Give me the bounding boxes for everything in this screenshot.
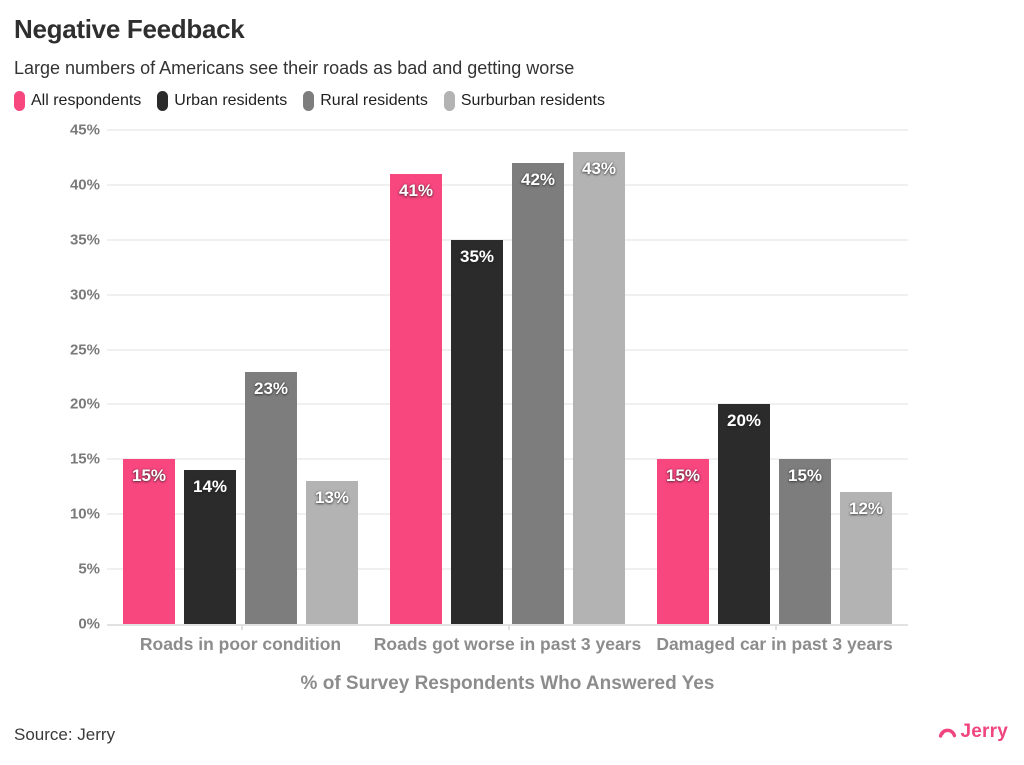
bar: 41% — [390, 173, 442, 624]
legend-label: Surburban residents — [460, 92, 605, 109]
gridline — [107, 238, 908, 241]
gridline — [107, 348, 908, 351]
bar: 43% — [573, 151, 625, 624]
gridline — [107, 513, 908, 516]
bar-value-label: 41% — [398, 180, 434, 200]
legend-item: All respondents — [14, 91, 141, 111]
bar-group: 15% 20% 15% 12% Damaged car in past 3 years — [641, 130, 908, 654]
legend-item: Rural residents — [303, 91, 428, 111]
bar-value-label: 15% — [665, 466, 701, 486]
y-axis-labels: 0% 5% 10% 15% 20% 25% 30% 35% 40% 45% — [0, 122, 100, 633]
page-title: Negative Feedback — [14, 14, 245, 44]
gridline — [107, 129, 908, 131]
x-axis-title: % of Survey Respondents Who Answered Yes — [300, 673, 715, 694]
y-tick-label: 40% — [69, 176, 100, 194]
gridline — [107, 403, 908, 406]
chart-subtitle: Large numbers of Americans see their roa… — [14, 58, 575, 78]
x-axis-tick — [774, 624, 777, 630]
bar-group: 41% 35% 42% 43% Roads got worse in past 3 ye… — [374, 130, 641, 654]
category-label: Roads in poor condition — [139, 634, 342, 654]
bar-value-label: 43% — [581, 158, 617, 178]
bar-value-label: 14% — [192, 477, 228, 497]
bar-value-label: 13% — [314, 488, 350, 508]
y-tick-label: 45% — [69, 121, 100, 139]
bar: 23% — [245, 371, 297, 624]
plot-area: 15% 14% 23% 13% Roads in poor condition 41% 35… — [107, 129, 908, 654]
source-note: Source: Jerry — [14, 725, 116, 744]
brand-name: Jerry — [960, 721, 1008, 742]
x-axis-tick — [507, 624, 510, 630]
y-tick-label: 30% — [69, 286, 100, 304]
jerry-arc-icon — [938, 728, 956, 738]
y-tick-label: 35% — [69, 231, 100, 249]
y-tick-label: 0% — [78, 615, 100, 633]
bar: 20% — [718, 404, 770, 624]
y-tick-label: 10% — [69, 505, 100, 523]
bar-value-label: 23% — [253, 378, 289, 398]
legend-swatch — [303, 91, 315, 111]
legend-swatch — [157, 91, 169, 111]
bar-value-label: 15% — [787, 466, 823, 486]
bar: 15% — [123, 459, 175, 624]
bar-groups: 15% 14% 23% 13% Roads in poor condition 41% 35… — [107, 130, 908, 654]
bar: 15% — [779, 459, 831, 624]
gridline — [107, 568, 908, 571]
legend-item: Urban residents — [157, 91, 287, 111]
x-axis-tick — [240, 624, 243, 630]
y-tick-label: 25% — [69, 341, 100, 359]
category-label: Damaged car in past 3 years — [656, 634, 893, 654]
bar: 12% — [840, 492, 892, 624]
legend: All respondents Urban residents Rural resi… — [14, 91, 605, 111]
category-label: Roads got worse in past 3 years — [373, 634, 642, 654]
bar-value-label: 20% — [726, 411, 762, 431]
legend-item: Surburban residents — [443, 91, 605, 111]
y-tick-label: 15% — [69, 450, 100, 468]
legend-label: Rural residents — [320, 92, 428, 109]
bar: 15% — [657, 459, 709, 624]
bar: 13% — [306, 481, 358, 624]
bar: 35% — [451, 239, 503, 624]
bar-value-label: 42% — [520, 169, 556, 189]
gridline — [107, 183, 908, 186]
legend-label: Urban residents — [174, 92, 288, 109]
legend-label: All respondents — [31, 92, 142, 109]
gridline — [107, 458, 908, 461]
bar: 14% — [184, 470, 236, 624]
gridline — [107, 293, 908, 296]
brand-logo: Jerry — [937, 721, 1009, 743]
y-tick-label: 20% — [69, 395, 100, 413]
y-tick-label: 5% — [78, 560, 100, 578]
bar-value-label: 15% — [131, 466, 167, 486]
bar-value-label: 12% — [848, 499, 884, 519]
bar-value-label: 35% — [459, 246, 495, 266]
legend-swatch — [443, 91, 455, 111]
legend-swatch — [14, 91, 25, 111]
bar: 42% — [512, 162, 564, 624]
bar-group: 15% 14% 23% 13% Roads in poor condition — [107, 130, 374, 654]
